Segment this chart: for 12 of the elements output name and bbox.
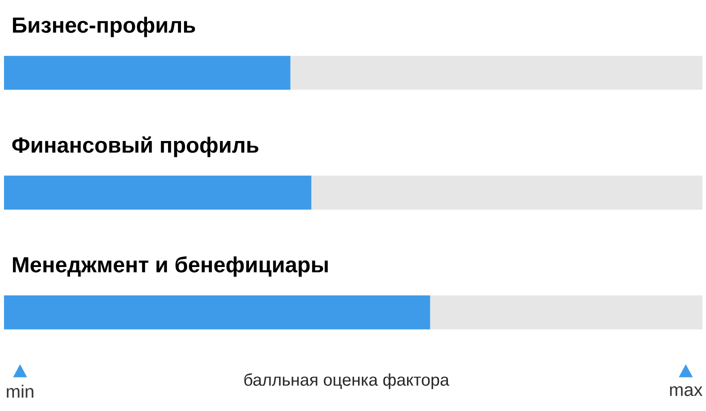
y-tick-label: Менеджмент и бенефициары <box>12 256 328 277</box>
bar <box>4 56 290 90</box>
y-tick-label: Бизнес-профиль <box>12 16 196 38</box>
text: max <box>670 386 702 396</box>
bar <box>311 176 703 210</box>
text: min <box>6 384 34 398</box>
bar <box>4 176 312 210</box>
bar <box>4 295 430 330</box>
y-tick-label: Финансовый профиль <box>12 136 258 158</box>
bar <box>290 56 703 90</box>
x-axis-title: балльная оценка фактора <box>244 373 450 390</box>
bar <box>430 295 703 330</box>
